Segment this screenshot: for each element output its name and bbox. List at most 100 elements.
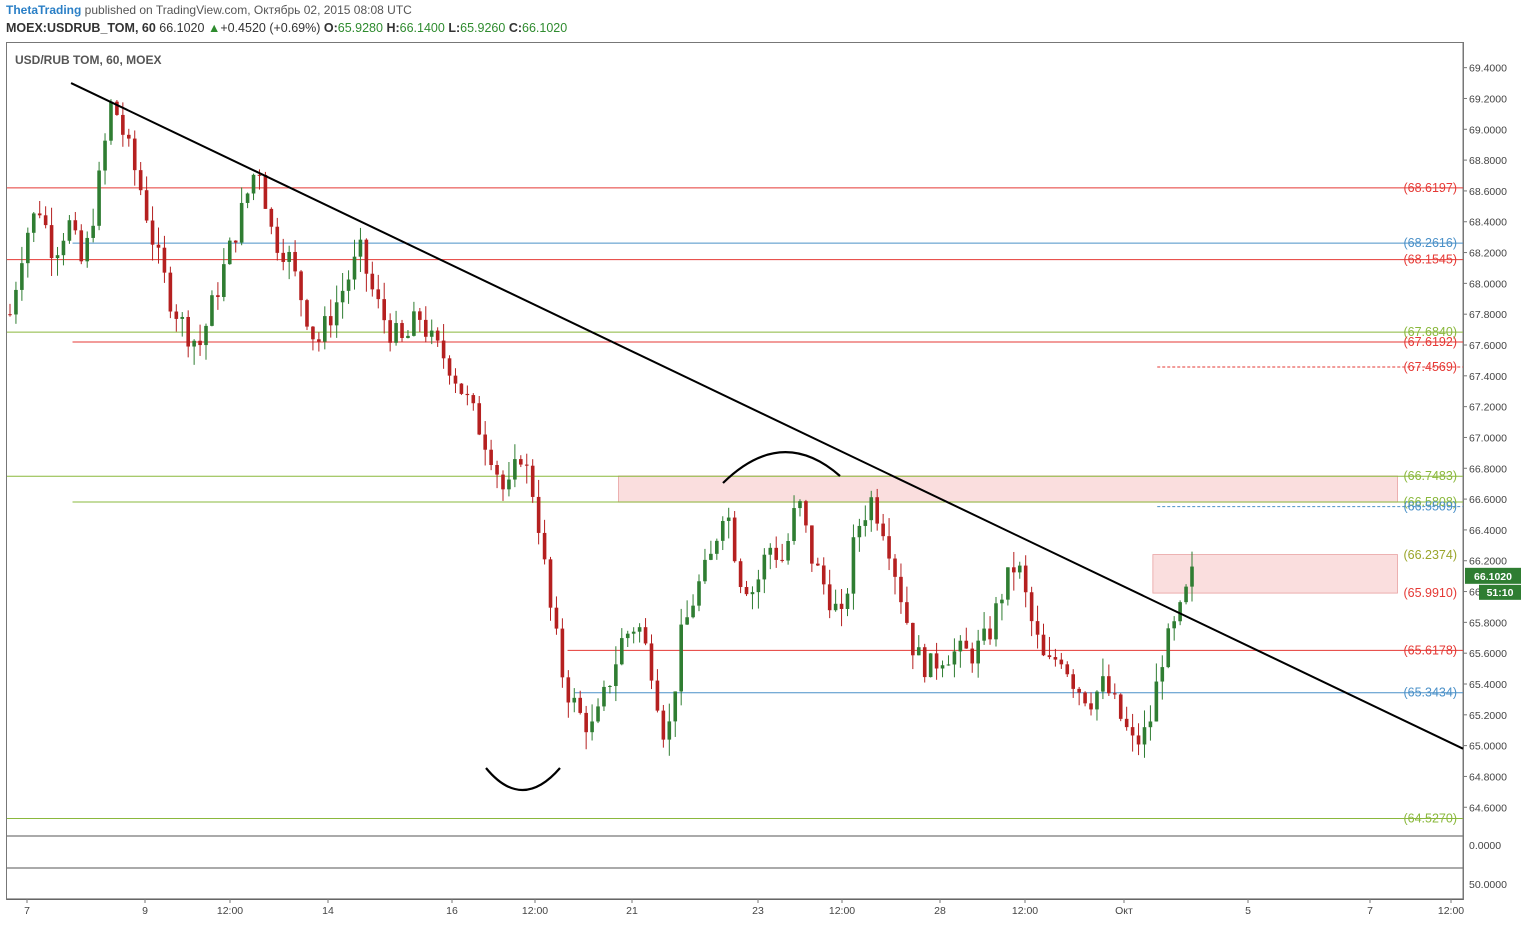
bottom-arc[interactable] (485, 767, 561, 791)
candle-body (222, 264, 226, 297)
candle-body (406, 335, 410, 339)
y-tick-label: 67.8000 (1469, 309, 1507, 321)
candle-body (750, 592, 755, 595)
candle-body (774, 547, 779, 560)
price-level-label: (68.1545) (1403, 253, 1457, 267)
candle-body (1071, 674, 1076, 689)
candle-body (37, 213, 42, 216)
candle-body (1059, 659, 1064, 665)
candle-body (833, 603, 838, 611)
candle-body (952, 651, 957, 665)
candle-body (138, 170, 143, 191)
candle-body (126, 134, 131, 139)
candle-body (501, 474, 505, 490)
y-tick-label: 66.8000 (1469, 463, 1507, 475)
candle-body (394, 323, 398, 343)
close-value: 66.1020 (522, 21, 568, 35)
candle-body (697, 581, 701, 606)
y-tick-label: 67.2000 (1469, 402, 1507, 414)
candle-body (608, 685, 612, 687)
candle-body (1017, 565, 1022, 573)
candle-body (275, 226, 280, 253)
candle-body (685, 617, 689, 625)
candle-body (1118, 694, 1123, 719)
candle-body (150, 220, 155, 245)
candle-body (744, 587, 749, 595)
price-level-label: (67.6840) (1403, 325, 1457, 339)
candle-body (1142, 727, 1147, 745)
candle-body (1012, 567, 1016, 573)
candle-body (661, 710, 666, 740)
candle-body (459, 383, 464, 394)
top-arc[interactable] (722, 451, 841, 484)
candle-body (911, 622, 915, 656)
candle-body (827, 584, 832, 611)
y-tick-label: 69.2000 (1469, 93, 1507, 105)
symbol-label: MOEX:USDRUB_TOM, 60 (6, 21, 156, 35)
downtrend-line[interactable] (70, 82, 1464, 750)
y-tick-label: 68.8000 (1469, 155, 1507, 167)
candle-body (358, 239, 363, 257)
candle-body (881, 523, 885, 537)
candle-body (210, 295, 214, 326)
candle-body (780, 559, 784, 561)
author-link[interactable]: ThetaTrading (6, 3, 82, 17)
candle-body (970, 648, 975, 664)
candle-body (477, 403, 482, 435)
candle-body (328, 316, 333, 326)
open-label: O: (323, 21, 338, 35)
candle-body (625, 633, 630, 639)
candle-body (1184, 586, 1188, 603)
candle-body (507, 479, 511, 490)
candle-body (786, 541, 790, 561)
candle-body (334, 302, 339, 326)
candle-body (649, 643, 654, 681)
candle-body (162, 247, 167, 273)
candle-body (251, 174, 256, 194)
candle-body (988, 628, 992, 640)
indicator-axis-label: 50.0000 (1469, 879, 1507, 891)
candle-body (1166, 628, 1171, 668)
candle-body (453, 375, 458, 384)
candle-body (287, 251, 291, 262)
y-tick-label: 66.4000 (1469, 525, 1507, 537)
candle-body (55, 255, 60, 259)
candle-body (263, 174, 268, 209)
candle-body (899, 576, 903, 603)
candle-body (156, 244, 161, 248)
candle-body (768, 547, 773, 555)
candle-body (976, 640, 980, 664)
candle-body (566, 677, 571, 703)
last-price: 66.1020 (159, 21, 205, 35)
x-tick-label: 12:00 (1012, 905, 1038, 917)
price-level-label: (66.2374) (1403, 548, 1457, 562)
y-tick-label: 68.2000 (1469, 248, 1507, 260)
price-level-label: (65.6178) (1403, 643, 1457, 657)
candle-body (875, 497, 879, 524)
y-tick-label: 69.4000 (1469, 63, 1507, 75)
candle-body (121, 114, 125, 135)
candle-body (1083, 692, 1087, 704)
candle-body (14, 289, 18, 315)
candle-body (572, 697, 577, 703)
candle-body (26, 232, 30, 264)
price-level-label: (68.6197) (1403, 181, 1457, 195)
candle-body (928, 653, 933, 678)
candle-body (542, 532, 547, 560)
candle-body (720, 520, 725, 541)
candle-body (1029, 592, 1034, 622)
candle-body (489, 449, 493, 466)
candle-body (1190, 566, 1194, 587)
candle-body (619, 638, 624, 665)
price-level-label: (65.9910) (1403, 586, 1457, 600)
candle-body (715, 540, 719, 554)
candle-body (762, 554, 767, 580)
y-tick-label: 67.6000 (1469, 340, 1507, 352)
low-label: L: (448, 21, 461, 35)
candle-body (115, 101, 119, 115)
y-tick-label: 65.0000 (1469, 741, 1507, 753)
x-tick-label: 12:00 (522, 905, 548, 917)
countdown-badge (1479, 584, 1521, 600)
price-level-label: (64.5270) (1403, 812, 1457, 826)
